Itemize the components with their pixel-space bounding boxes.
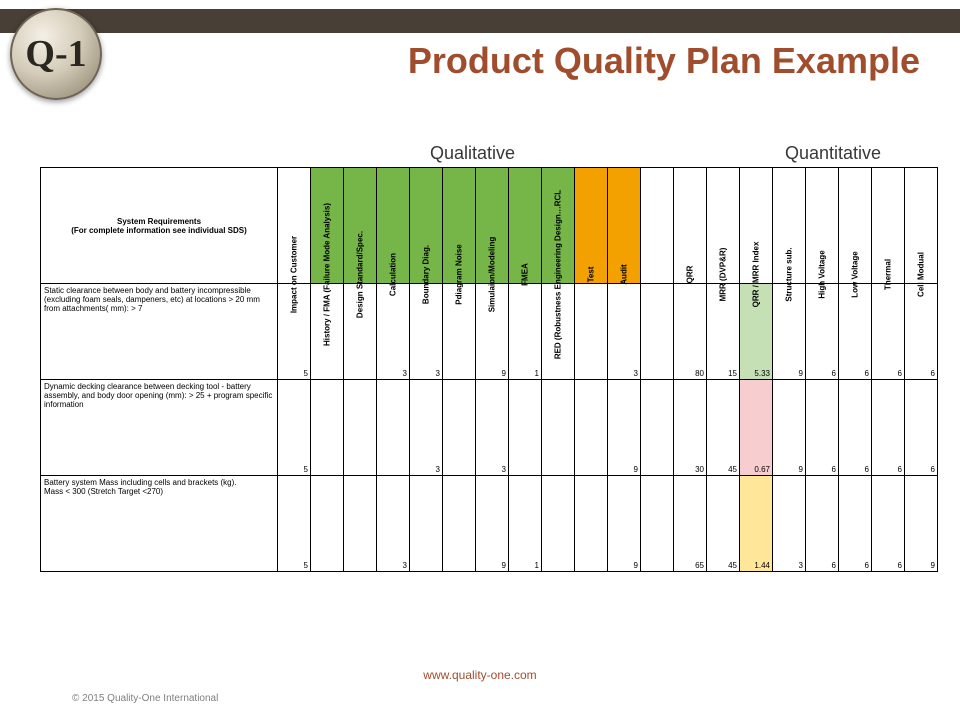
header-col-6: Simulaion/Modeling (476, 168, 509, 284)
cell-requirement: Static clearance between body and batter… (41, 284, 278, 380)
section-quantitative: Quantitative (785, 143, 881, 164)
cell (344, 380, 377, 476)
cell: 9 (905, 476, 938, 572)
header-col-14: QRR / MRR Index (740, 168, 773, 284)
table-row: Battery system Mass including cells and … (41, 476, 938, 572)
cell: 9 (608, 380, 641, 476)
cell: 6 (905, 284, 938, 380)
cell (377, 380, 410, 476)
cell (575, 380, 608, 476)
header-col-16: High Voltage (806, 168, 839, 284)
header-col-1: History / FMA (Failure Mode Analysis) (311, 168, 344, 284)
cell: 80 (674, 284, 707, 380)
cell (542, 476, 575, 572)
header-col-17: Low Voltage (839, 168, 872, 284)
header-col-19: Cell Modual (905, 168, 938, 284)
header-col-12: QRR (674, 168, 707, 284)
cell (575, 476, 608, 572)
cell: 6 (872, 380, 905, 476)
cell: 6 (806, 380, 839, 476)
cell: 1 (509, 284, 542, 380)
header-col-10: Audit (608, 168, 641, 284)
cell: 5 (278, 380, 311, 476)
cell: 6 (905, 380, 938, 476)
cell: 6 (872, 476, 905, 572)
logo: Q-1 (10, 8, 102, 100)
cell: 5 (278, 476, 311, 572)
table-row: Dynamic decking clearance between deckin… (41, 380, 938, 476)
cell (344, 476, 377, 572)
cell: 6 (806, 476, 839, 572)
cell: 30 (674, 380, 707, 476)
cell (641, 380, 674, 476)
cell: 1.44 (740, 476, 773, 572)
header-col-0: Impact on Customer (278, 168, 311, 284)
header-col-3: Calculation (377, 168, 410, 284)
cell-requirement: Dynamic decking clearance between deckin… (41, 380, 278, 476)
header-col-7: FMEA (509, 168, 542, 284)
cell: 1 (509, 476, 542, 572)
cell: 6 (839, 284, 872, 380)
cell (509, 380, 542, 476)
footer-url: www.quality-one.com (0, 668, 960, 682)
cell: 3 (410, 380, 443, 476)
header-col-13: MRR (DVP&R) (707, 168, 740, 284)
cell: 65 (674, 476, 707, 572)
section-qualitative: Qualitative (430, 143, 515, 164)
cell: 3 (773, 476, 806, 572)
cell (641, 476, 674, 572)
footer-copyright: © 2015 Quality-One International (72, 693, 218, 704)
page-title: Product Quality Plan Example (408, 40, 920, 82)
cell: 3 (377, 284, 410, 380)
cell (641, 284, 674, 380)
header-col-11 (641, 168, 674, 284)
cell-requirement: Battery system Mass including cells and … (41, 476, 278, 572)
header-col-15: Structure sub. (773, 168, 806, 284)
cell: 6 (839, 380, 872, 476)
header-col-8: RED (Robustness Engineering Design…RCL (542, 168, 575, 284)
header-col-9: Test (575, 168, 608, 284)
logo-text: Q-1 (25, 32, 86, 76)
cell (311, 380, 344, 476)
cell (410, 476, 443, 572)
header-col-4: Boundary Diag. (410, 168, 443, 284)
cell: 3 (476, 380, 509, 476)
cell (575, 284, 608, 380)
cell: 6 (872, 284, 905, 380)
header-col-5: Pdiagram Noise (443, 168, 476, 284)
cell: 9 (476, 476, 509, 572)
cell: 9 (773, 380, 806, 476)
cell: 6 (839, 476, 872, 572)
cell (443, 476, 476, 572)
header-col-2: Design Standard/Spec. (344, 168, 377, 284)
cell: 3 (377, 476, 410, 572)
header-col-18: Thermal (872, 168, 905, 284)
quality-table: System Requirements(For complete informa… (40, 167, 937, 572)
cell: 9 (608, 476, 641, 572)
header-requirements: System Requirements(For complete informa… (41, 168, 278, 284)
cell (311, 476, 344, 572)
cell (443, 380, 476, 476)
cell: 3 (608, 284, 641, 380)
top-bar (0, 9, 960, 33)
cell: 0.67 (740, 380, 773, 476)
cell: 45 (707, 380, 740, 476)
cell: 45 (707, 476, 740, 572)
cell (542, 380, 575, 476)
